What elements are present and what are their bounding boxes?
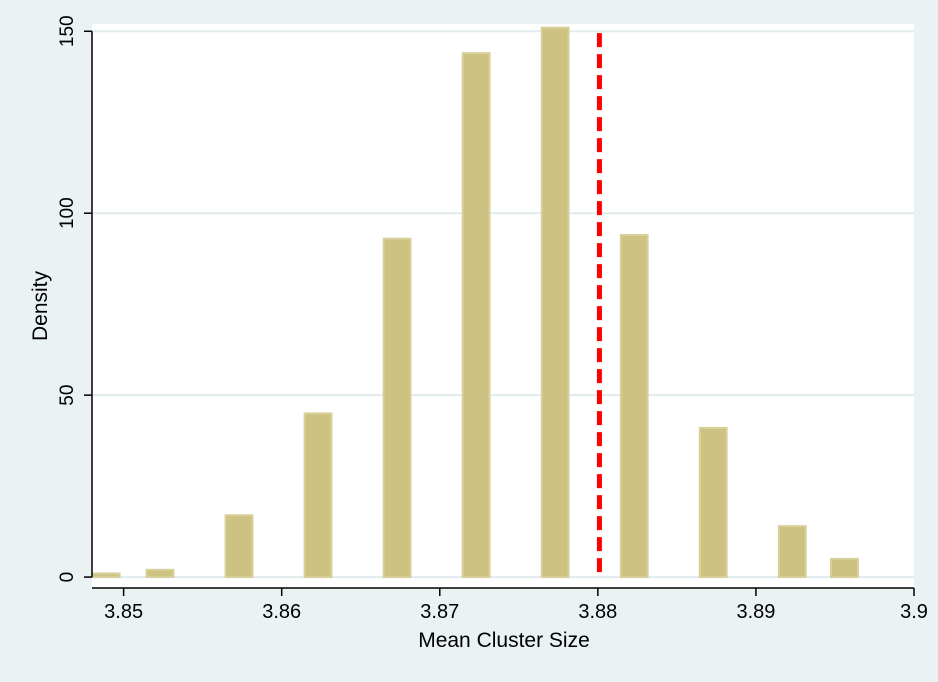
y-axis-label: Density bbox=[29, 270, 52, 341]
bars bbox=[91, 26, 859, 579]
plot-area bbox=[92, 24, 914, 588]
x-tick-label: 3.87 bbox=[420, 601, 459, 623]
bar-4 bbox=[303, 412, 333, 579]
x-tick-label: 3.9 bbox=[900, 601, 928, 623]
x-tick-label: 3.89 bbox=[736, 601, 775, 623]
y-tick-label: 150 bbox=[57, 15, 78, 47]
x-tick-label: 3.86 bbox=[262, 601, 301, 623]
bar-7 bbox=[540, 26, 570, 579]
bar-8 bbox=[619, 234, 649, 579]
axes: 0 50 100 150 3.85 3.86 3.87 3.88 3.89 3.9 bbox=[57, 15, 928, 623]
y-tick-label: 0 bbox=[57, 572, 78, 583]
bar-9 bbox=[698, 426, 728, 579]
x-axis-label: Mean Cluster Size bbox=[418, 629, 590, 652]
bar-5 bbox=[382, 237, 412, 579]
y-tick-label: 100 bbox=[57, 197, 78, 229]
bar-1 bbox=[91, 572, 121, 579]
y-tick-label: 50 bbox=[57, 385, 78, 406]
bar-11 bbox=[830, 557, 859, 579]
bar-2 bbox=[145, 568, 175, 579]
bar-6 bbox=[461, 52, 491, 579]
bar-10 bbox=[777, 525, 807, 579]
bar-3 bbox=[224, 514, 254, 579]
x-tick-label: 3.88 bbox=[578, 601, 617, 623]
x-tick-label: 3.85 bbox=[104, 601, 143, 623]
